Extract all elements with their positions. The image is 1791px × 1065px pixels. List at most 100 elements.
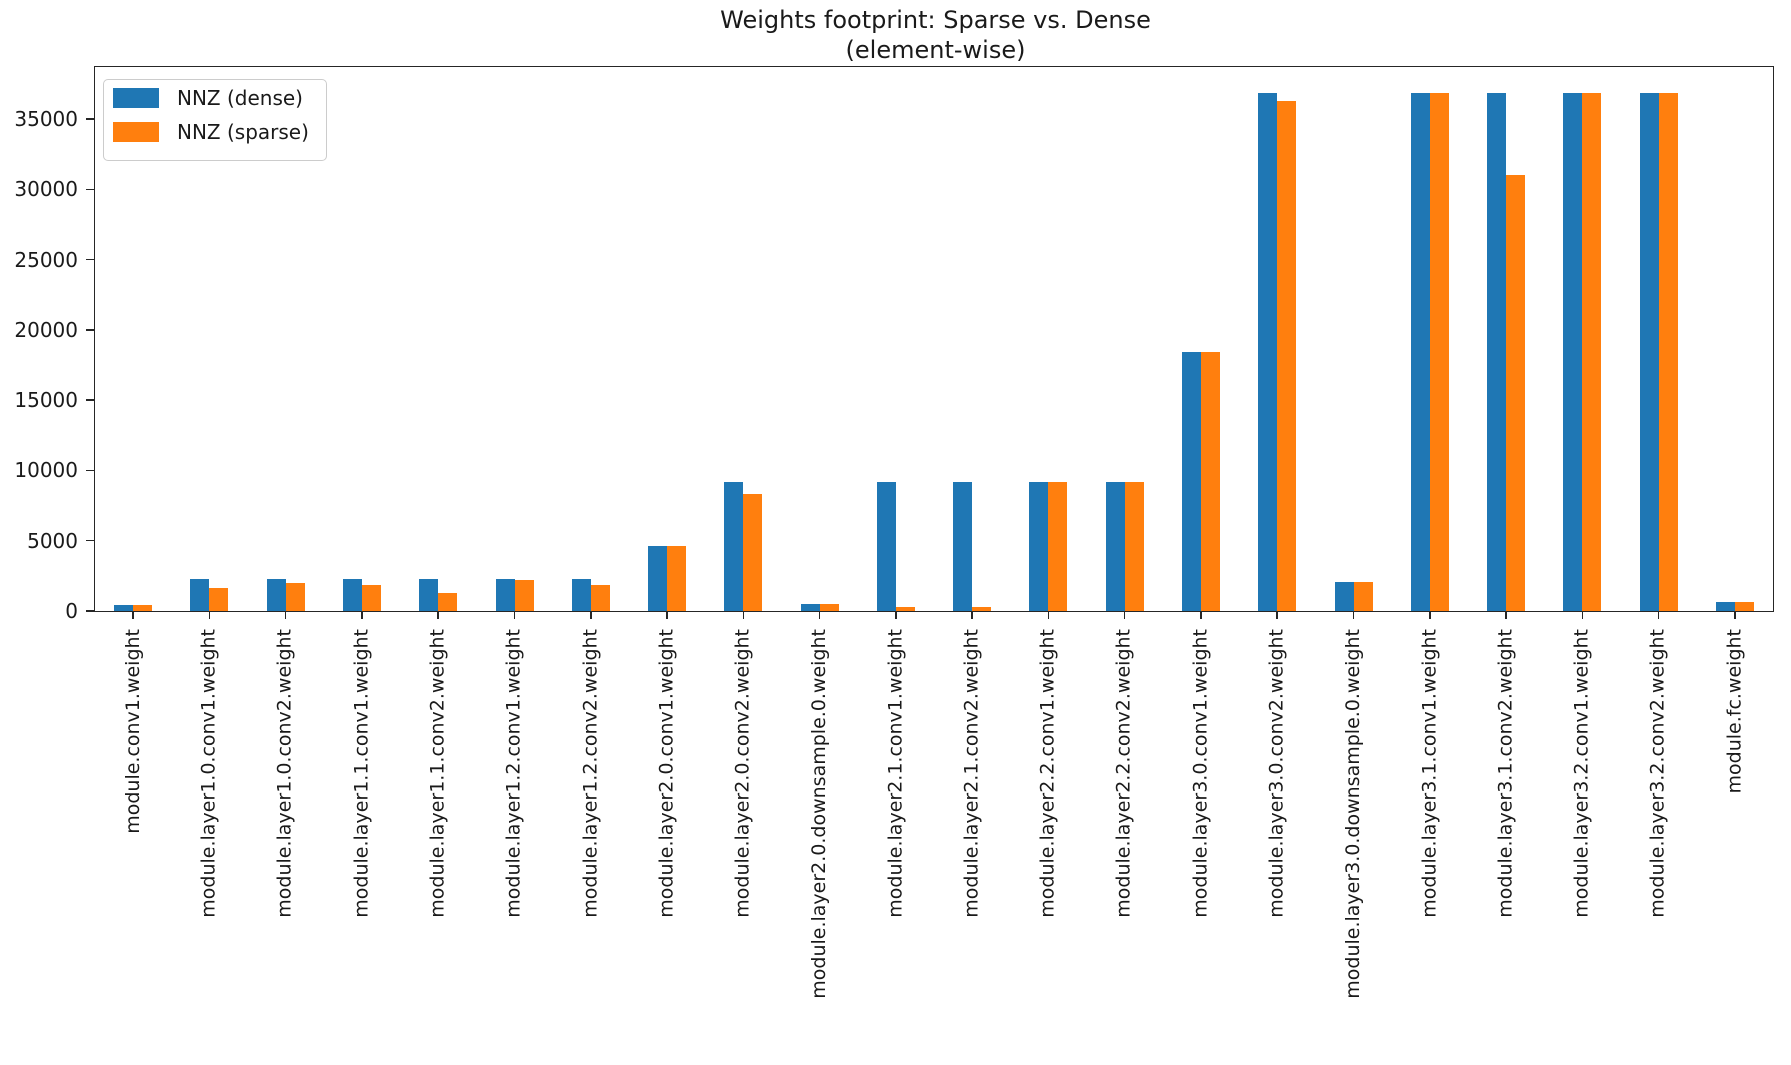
x-tick-label: module.layer3.0.conv2.weight: [1265, 629, 1288, 918]
x-tick-mark: [1047, 611, 1050, 619]
y-tick-label: 30000: [14, 177, 78, 202]
bar-dense-14: [1181, 351, 1201, 611]
y-tick-label: 25000: [14, 247, 78, 272]
bar-dense-16: [1334, 582, 1354, 611]
x-tick-label: module.layer1.2.conv2.weight: [579, 629, 602, 918]
x-tick-label: module.layer3.1.conv2.weight: [1494, 629, 1517, 918]
legend-swatch-sparse: [113, 122, 159, 142]
y-tick-mark: [86, 258, 94, 261]
x-tick-label: module.layer2.2.conv2.weight: [1113, 629, 1136, 918]
y-tick-mark: [86, 610, 94, 612]
bar-dense-12: [1029, 481, 1049, 611]
x-tick-label: module.layer3.2.conv2.weight: [1647, 629, 1670, 918]
bar-sparse-18: [1506, 174, 1526, 611]
bar-sparse-16: [1353, 582, 1373, 611]
x-tick-label: module.layer3.0.downsample.0.weight: [1342, 629, 1364, 999]
x-tick-mark: [742, 611, 745, 619]
x-tick-label: module.layer2.0.downsample.0.weight: [808, 629, 831, 999]
legend-label-sparse: NNZ (sparse): [177, 120, 309, 144]
x-tick-mark: [1657, 611, 1660, 619]
x-tick-label: module.layer3.2.conv1.weight: [1570, 629, 1593, 918]
legend-swatch-dense: [113, 88, 159, 108]
y-tick-mark: [86, 329, 94, 331]
x-tick-mark: [1581, 611, 1584, 619]
bar-dense-4: [419, 578, 439, 611]
x-tick-mark: [132, 611, 134, 619]
bar-dense-21: [1715, 602, 1735, 611]
x-tick-mark: [513, 611, 516, 619]
x-tick-mark: [971, 611, 973, 619]
bar-sparse-21: [1734, 602, 1754, 611]
x-tick-label: module.layer1.2.conv1.weight: [503, 629, 525, 918]
x-tick-mark: [437, 611, 439, 619]
x-tick-label: module.layer2.1.conv1.weight: [884, 629, 907, 918]
legend-item-sparse: NNZ (sparse): [113, 120, 309, 144]
x-tick-label: module.layer1.0.conv2.weight: [274, 629, 297, 918]
bar-sparse-13: [1124, 481, 1144, 611]
y-tick-label: 15000: [14, 388, 78, 413]
bar-dense-3: [342, 578, 362, 611]
x-tick-mark: [895, 611, 897, 619]
y-tick-label: 35000: [14, 107, 78, 131]
legend-label-dense: NNZ (dense): [177, 86, 303, 110]
bar-sparse-9: [819, 603, 839, 611]
y-tick-mark: [86, 118, 94, 120]
bar-dense-19: [1563, 92, 1583, 611]
y-tick-mark: [86, 539, 94, 542]
x-tick-mark: [1123, 611, 1126, 619]
bar-sparse-12: [1048, 481, 1068, 611]
bar-sparse-5: [514, 579, 534, 611]
x-tick-mark: [208, 611, 211, 619]
bar-dense-13: [1105, 481, 1125, 611]
x-tick-label: module.layer1.1.conv1.weight: [350, 629, 373, 918]
bar-dense-1: [190, 578, 210, 611]
bar-dense-20: [1639, 92, 1659, 611]
bar-sparse-7: [667, 546, 687, 611]
y-tick-mark: [86, 188, 94, 191]
x-tick-mark: [1200, 611, 1202, 619]
bar-dense-8: [724, 481, 744, 611]
x-tick-label: module.layer3.1.conv1.weight: [1418, 629, 1441, 918]
x-tick-mark: [666, 611, 668, 619]
chart-title-line-1: Weights footprint: Sparse vs. Dense: [720, 6, 1151, 34]
bar-dense-15: [1258, 92, 1278, 611]
bar-dense-10: [876, 481, 896, 611]
x-tick-label: module.conv1.weight: [121, 629, 144, 834]
y-tick-label: 5000: [27, 528, 78, 553]
y-tick-label: 20000: [14, 317, 78, 342]
bar-dense-2: [266, 578, 286, 611]
y-tick-label: 0: [65, 599, 78, 623]
x-tick-label: module.layer2.0.conv2.weight: [731, 629, 754, 918]
bar-dense-5: [495, 578, 515, 611]
chart-title-line-2: (element-wise): [845, 36, 1026, 64]
y-tick-mark: [86, 469, 94, 472]
x-tick-mark: [1276, 611, 1278, 619]
bar-sparse-4: [438, 593, 458, 611]
bar-dense-7: [648, 546, 668, 611]
x-tick-label: module.layer1.1.conv2.weight: [426, 629, 449, 918]
bar-sparse-11: [972, 607, 992, 611]
x-tick-mark: [284, 611, 287, 619]
x-tick-mark: [818, 611, 821, 619]
bar-sparse-0: [133, 604, 153, 611]
bar-dense-9: [800, 603, 820, 611]
bar-sparse-6: [590, 585, 610, 611]
legend: NNZ (dense) NNZ (sparse): [103, 79, 327, 161]
bar-sparse-1: [209, 588, 229, 611]
x-tick-mark: [1505, 611, 1507, 619]
bar-sparse-19: [1582, 92, 1602, 611]
bar-dense-18: [1487, 92, 1507, 611]
x-tick-label: module.layer2.2.conv1.weight: [1036, 629, 1059, 918]
x-tick-mark: [1352, 611, 1355, 619]
bar-sparse-10: [895, 607, 915, 611]
bar-sparse-14: [1200, 351, 1220, 611]
x-tick-mark: [590, 611, 592, 619]
x-tick-label: module.layer1.0.conv1.weight: [197, 629, 220, 918]
bar-dense-0: [114, 604, 134, 611]
bar-sparse-17: [1429, 92, 1449, 611]
bar-sparse-2: [285, 582, 305, 611]
x-tick-label: module.layer2.1.conv2.weight: [960, 629, 983, 918]
bar-sparse-3: [361, 585, 381, 611]
bar-sparse-20: [1658, 92, 1678, 611]
bar-sparse-8: [743, 493, 763, 611]
